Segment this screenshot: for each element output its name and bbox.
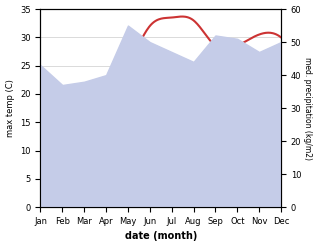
- X-axis label: date (month): date (month): [125, 231, 197, 242]
- Y-axis label: med. precipitation (kg/m2): med. precipitation (kg/m2): [303, 57, 313, 160]
- Y-axis label: max temp (C): max temp (C): [5, 79, 15, 137]
